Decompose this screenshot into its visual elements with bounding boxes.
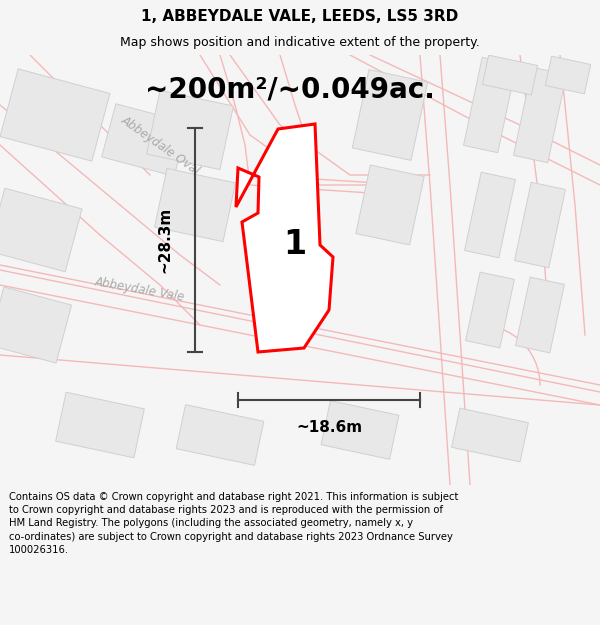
Polygon shape: [321, 401, 399, 459]
Text: Abbeydale Vale: Abbeydale Vale: [94, 276, 186, 304]
Polygon shape: [0, 69, 110, 161]
Text: Contains OS data © Crown copyright and database right 2021. This information is : Contains OS data © Crown copyright and d…: [9, 492, 458, 555]
Polygon shape: [236, 124, 333, 352]
Polygon shape: [352, 69, 428, 161]
Polygon shape: [101, 104, 188, 176]
Text: ~200m²/~0.049ac.: ~200m²/~0.049ac.: [145, 76, 435, 104]
Polygon shape: [356, 165, 424, 245]
Polygon shape: [146, 91, 233, 169]
Text: ~18.6m: ~18.6m: [296, 421, 362, 436]
Text: Abbeydale Oval: Abbeydale Oval: [118, 113, 202, 177]
Polygon shape: [464, 58, 517, 152]
Polygon shape: [464, 173, 515, 258]
Polygon shape: [545, 56, 590, 94]
Polygon shape: [176, 404, 264, 466]
Polygon shape: [155, 168, 235, 242]
Text: Map shows position and indicative extent of the property.: Map shows position and indicative extent…: [120, 36, 480, 49]
Text: 1: 1: [283, 229, 307, 261]
Polygon shape: [0, 287, 71, 363]
Polygon shape: [514, 68, 566, 162]
Text: 1, ABBEYDALE VALE, LEEDS, LS5 3RD: 1, ABBEYDALE VALE, LEEDS, LS5 3RD: [142, 9, 458, 24]
Polygon shape: [452, 408, 529, 462]
Text: ~28.3m: ~28.3m: [157, 207, 173, 273]
Polygon shape: [515, 182, 565, 268]
Polygon shape: [515, 277, 565, 353]
Polygon shape: [0, 188, 82, 272]
Polygon shape: [482, 55, 538, 95]
Polygon shape: [56, 392, 145, 458]
Polygon shape: [466, 272, 514, 348]
